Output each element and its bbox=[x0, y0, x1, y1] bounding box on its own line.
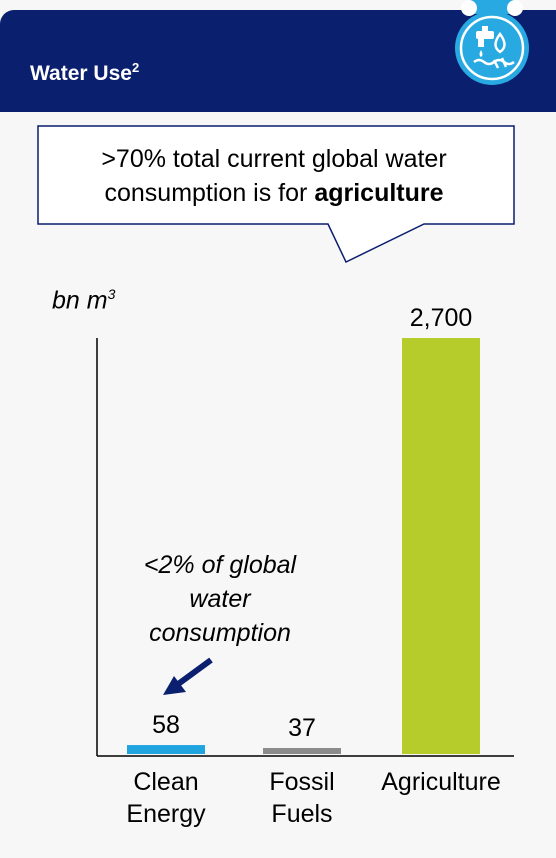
bar-1 bbox=[263, 748, 341, 754]
category-label-0-1: Energy bbox=[126, 800, 206, 828]
data-label-2: 2,700 bbox=[410, 304, 473, 332]
bar-0 bbox=[127, 745, 205, 754]
category-label-1-0: Fossil bbox=[269, 768, 334, 796]
title-text: Water Use bbox=[30, 62, 132, 85]
bar-2 bbox=[402, 338, 480, 754]
category-label-2-0: Agriculture bbox=[381, 768, 501, 796]
data-label-1: 37 bbox=[288, 714, 316, 742]
callout-text-bold: agriculture bbox=[314, 179, 444, 207]
water-faucet-icon bbox=[450, 0, 534, 90]
annotation-text: <2% of global water consumption bbox=[143, 551, 297, 647]
y-axis-label-exponent: 3 bbox=[107, 286, 116, 302]
category-label-0-0: Clean bbox=[133, 768, 198, 796]
callout-text: >70% total current global water consumpt… bbox=[62, 142, 486, 210]
annotation-arrow-head bbox=[163, 676, 186, 695]
title-footnote: 2 bbox=[131, 60, 140, 75]
y-axis-label: bn m3 bbox=[52, 286, 115, 315]
data-label-0: 58 bbox=[152, 711, 180, 739]
y-axis-label-text: bn m bbox=[52, 286, 108, 315]
page-title: Water Use2 bbox=[30, 60, 139, 86]
category-label-1-1: Fuels bbox=[271, 800, 332, 828]
callout-text-main: >70% total current global water consumpt… bbox=[101, 145, 447, 207]
